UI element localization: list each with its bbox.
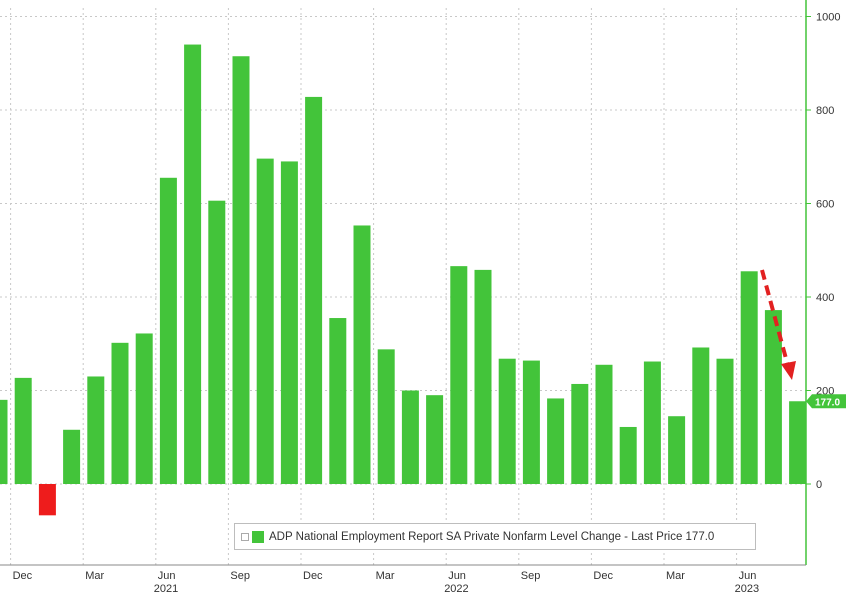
x-tick-label: Jun bbox=[739, 570, 757, 582]
legend: ADP National Employment Report SA Privat… bbox=[234, 523, 756, 550]
trend-arrow-shaft bbox=[760, 269, 790, 367]
bar bbox=[329, 318, 347, 484]
y-tick-label: 600 bbox=[816, 199, 834, 211]
bar bbox=[159, 177, 177, 484]
legend-swatch bbox=[252, 530, 264, 543]
bar bbox=[377, 349, 395, 484]
last-price-tag bbox=[806, 394, 846, 409]
bar bbox=[208, 200, 226, 484]
y-tick-label: 400 bbox=[816, 292, 834, 304]
x-tick-label: Dec bbox=[303, 570, 323, 582]
bar bbox=[692, 347, 710, 484]
x-tick-label: Mar bbox=[666, 570, 685, 582]
bar bbox=[522, 360, 540, 484]
bar bbox=[256, 158, 274, 484]
y-tick-label: 0 bbox=[816, 479, 822, 491]
bar bbox=[668, 416, 686, 484]
bar bbox=[547, 398, 565, 484]
bar bbox=[353, 225, 371, 484]
bar bbox=[38, 484, 56, 516]
x-year-label: 2022 bbox=[444, 583, 468, 593]
bar bbox=[789, 401, 807, 484]
bar bbox=[14, 377, 32, 484]
bar bbox=[305, 96, 323, 484]
x-tick-label: Mar bbox=[85, 570, 104, 582]
x-tick-label: Sep bbox=[521, 570, 541, 582]
x-tick-label: Dec bbox=[13, 570, 33, 582]
last-price-value: 177.0 bbox=[815, 397, 840, 408]
y-tick-label: 800 bbox=[816, 105, 834, 117]
bar bbox=[764, 310, 782, 484]
legend-label: ADP National Employment Report SA Privat… bbox=[269, 530, 715, 543]
x-year-label: 2021 bbox=[154, 583, 178, 593]
axes bbox=[0, 0, 811, 566]
bar bbox=[619, 426, 637, 484]
bar bbox=[643, 361, 661, 484]
bar bbox=[498, 358, 516, 484]
bar bbox=[716, 358, 734, 484]
bar bbox=[111, 342, 129, 484]
x-tick-label: Jun bbox=[158, 570, 176, 582]
bar bbox=[401, 390, 419, 484]
x-tick-label: Dec bbox=[593, 570, 613, 582]
legend-handle-icon bbox=[241, 532, 249, 541]
bar bbox=[426, 395, 444, 484]
bar bbox=[63, 429, 81, 484]
bars bbox=[0, 44, 807, 516]
bar bbox=[87, 376, 105, 484]
x-tick-label: Mar bbox=[376, 570, 395, 582]
x-year-label: 2023 bbox=[735, 583, 759, 593]
bar bbox=[595, 364, 613, 484]
bar bbox=[571, 383, 589, 484]
bar bbox=[474, 269, 492, 484]
bar bbox=[135, 333, 153, 484]
bar bbox=[450, 266, 468, 484]
x-tick-label: Sep bbox=[230, 570, 250, 582]
x-tick-label: Jun bbox=[448, 570, 466, 582]
y-tick-label: 1000 bbox=[816, 12, 840, 24]
bar bbox=[0, 399, 8, 484]
bar bbox=[740, 271, 758, 484]
trend-arrow-head bbox=[781, 361, 796, 380]
bar bbox=[280, 161, 298, 485]
bar bbox=[184, 44, 202, 485]
bar bbox=[232, 56, 250, 485]
annotations: 177.0 bbox=[760, 269, 846, 409]
